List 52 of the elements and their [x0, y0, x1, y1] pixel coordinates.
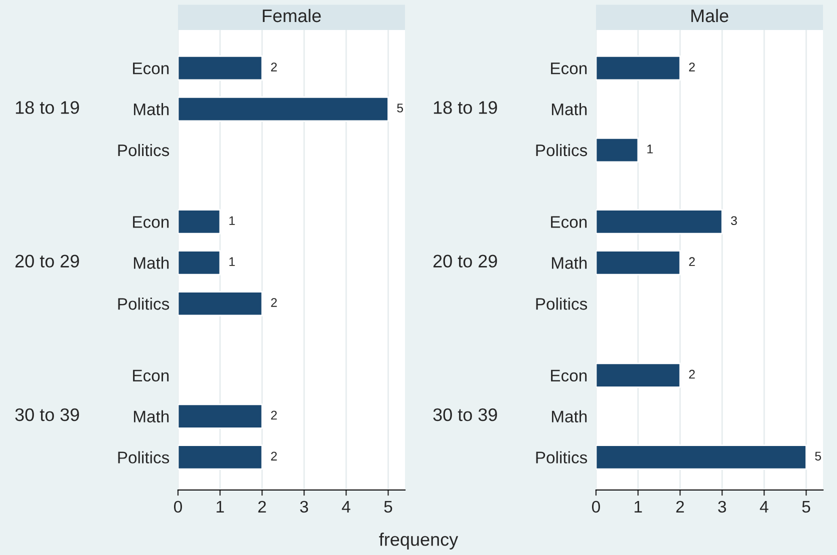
y-tick-label: Math [552, 103, 587, 116]
data-label: 2 [271, 298, 277, 307]
data-label: 5 [815, 452, 822, 461]
data-label: 3 [730, 216, 737, 226]
x-tick-label: 4 [760, 501, 768, 512]
x-tick-label: 3 [718, 500, 726, 513]
text: 30 to 39 [433, 408, 497, 422]
data-label: 1 [647, 144, 653, 154]
data-label: 2 [689, 257, 695, 266]
y-tick-label: Politics [118, 298, 170, 310]
data-label: 1 [229, 216, 235, 225]
y-tick-label: Politics [118, 144, 170, 156]
y-tick-label: Math [552, 256, 587, 269]
text: 18 to 19 [434, 101, 497, 114]
x-tick-label: 5 [802, 501, 810, 513]
y-tick-label: Econ [551, 216, 587, 228]
y-tick-label: Econ [133, 216, 169, 228]
data-label: 2 [689, 370, 695, 379]
y-tick-label: Econ [133, 370, 169, 382]
x-tick-label: 2 [676, 500, 684, 512]
y-tick-label: Math [134, 256, 169, 269]
x-tick-label: 2 [258, 500, 266, 512]
y-tick-label: Politics [536, 298, 588, 310]
text: 18 to 19 [16, 101, 79, 114]
data-label: 2 [271, 410, 277, 420]
data-label: 1 [229, 257, 235, 266]
chart-title: Male [691, 8, 728, 22]
text: 30 to 39 [15, 408, 79, 422]
y-tick-label: Politics [536, 144, 588, 156]
x-tick-label: 1 [634, 501, 642, 512]
data-label: 2 [689, 62, 695, 72]
x-axis-title: frequency [379, 532, 458, 550]
y-tick-label: Politics [536, 451, 588, 464]
x-tick-label: 0 [592, 500, 600, 513]
x-tick-label: 4 [342, 501, 350, 512]
x-tick-label: 0 [174, 500, 182, 513]
data-label: 5 [397, 104, 404, 112]
y-tick-label: Econ [133, 62, 169, 74]
y-tick-label: Math [552, 410, 587, 422]
y-tick-label: Econ [551, 370, 587, 382]
chart-title: Female [262, 8, 321, 22]
text: 20 to 29 [15, 254, 79, 268]
x-tick-label: 5 [384, 501, 392, 513]
y-tick-label: Math [134, 410, 169, 422]
y-tick-label: Econ [551, 62, 587, 74]
y-tick-label: Math [134, 103, 169, 116]
data-label: 2 [271, 452, 277, 460]
y-tick-label: Politics [118, 451, 170, 464]
data-label: 2 [271, 62, 277, 72]
text: 20 to 29 [433, 254, 497, 268]
x-tick-label: 1 [216, 501, 224, 512]
x-tick-label: 3 [300, 500, 308, 513]
